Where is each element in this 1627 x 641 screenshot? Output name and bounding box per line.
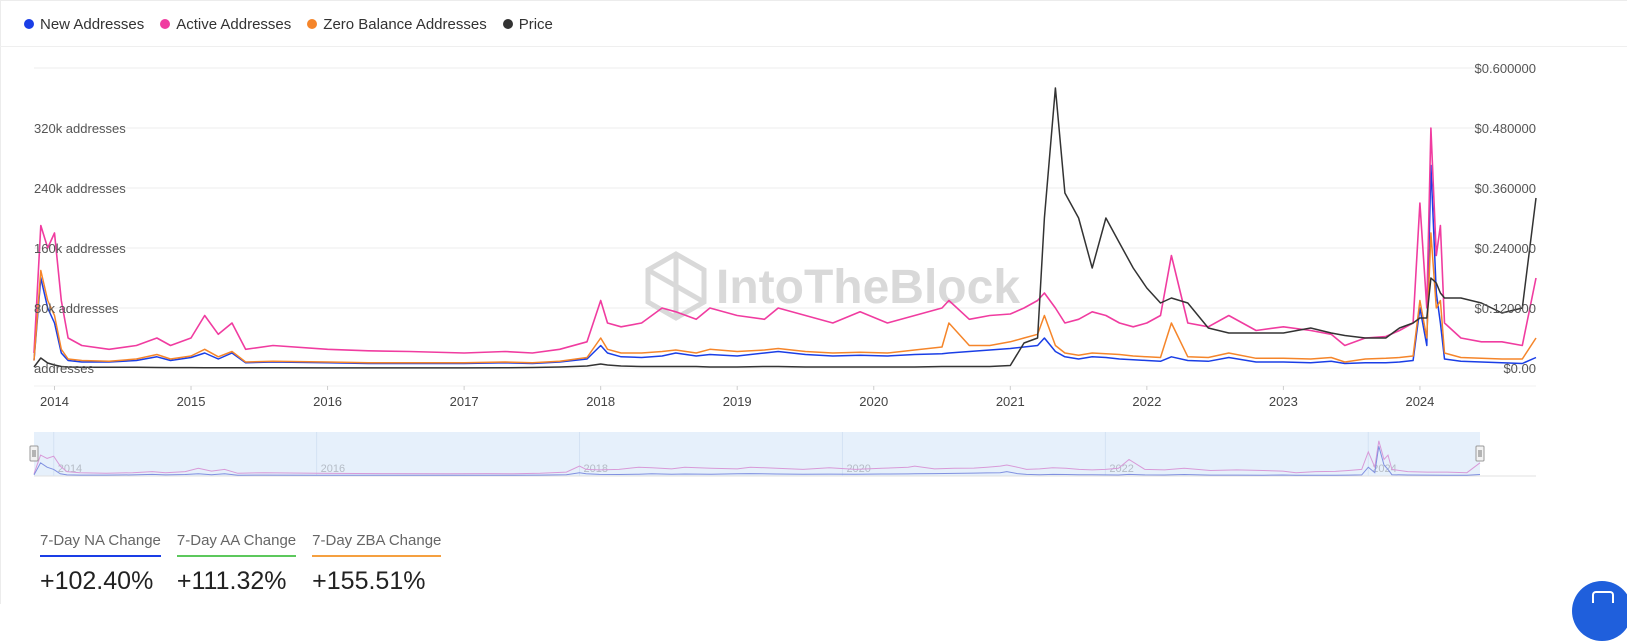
x-tick-label: 2023	[1269, 394, 1298, 409]
series-lines	[33, 87, 1537, 369]
x-axis: 2014 2015 2016 2017 2018 2019 2020 2021 2022 2023…	[34, 385, 1536, 409]
stat-zba-change-label: 7-Day ZBA Change	[312, 532, 442, 557]
y-tick-label-right: $0.240000	[1475, 241, 1536, 256]
y-tick-label-left: 240k addresses	[34, 181, 126, 196]
watermark: IntoTheBlock	[645, 251, 1020, 321]
watermark-text: IntoTheBlock	[716, 261, 1020, 314]
y-tick-label-left: addresses	[34, 361, 94, 376]
y-axis-right: $0.00 $0.120000 $0.240000 $0.360000 $0.48000…	[1475, 61, 1536, 376]
stat-aa-change-label: 7-Day AA Change	[176, 532, 297, 557]
legend-dot-new-addresses	[24, 19, 34, 29]
y-tick-label-right: $0.480000	[1475, 121, 1536, 136]
chat-button[interactable]	[1572, 581, 1627, 641]
legend-item-new-addresses[interactable]: New Addresses	[24, 16, 144, 33]
stats-panel: 7-Day NA Change +102.40% 7-Day AA Change…	[40, 532, 442, 596]
x-tick-label: 2020	[859, 394, 888, 409]
y-axis-left: addresses 80k addresses 160k addresses 240k…	[34, 121, 126, 376]
chat-icon	[1592, 591, 1614, 603]
legend-label-zero-balance-addresses: Zero Balance Addresses	[323, 15, 487, 33]
x-tick-label: 2014	[40, 394, 69, 409]
line-chart: IntoTheBlock addresses 80k addresses 160k …	[29, 61, 1537, 477]
chart-legend: New Addresses Active Addresses Zero Bala…	[24, 14, 553, 34]
range-navigator[interactable]: 2014 2016 2018 2020 2022 2024	[29, 432, 1536, 477]
x-tick-label: 2015	[177, 394, 206, 409]
series-line-price	[33, 87, 1537, 369]
legend-dot-active-addresses	[160, 19, 171, 29]
y-tick-label-left: 320k addresses	[34, 121, 126, 136]
legend-label-active-addresses: Active Addresses	[176, 15, 292, 33]
x-tick-label: 2017	[450, 394, 479, 409]
legend-item-active-addresses[interactable]: Active Addresses	[160, 16, 291, 33]
x-tick-label: 2024	[1405, 394, 1434, 409]
stat-na-change-label: 7-Day NA Change	[40, 532, 161, 557]
legend-divider	[0, 46, 1627, 47]
x-tick-label: 2021	[996, 394, 1025, 409]
series-line-new-addresses	[33, 164, 1537, 365]
chart-frame	[0, 0, 1627, 604]
x-tick-label: 2018	[586, 394, 615, 409]
navigator-tick-label: 2014	[58, 463, 82, 475]
y-tick-label-right: $0.00	[1503, 361, 1536, 376]
stat-na-change: 7-Day NA Change +102.40%	[40, 532, 161, 596]
navigator-series-line	[33, 440, 1481, 475]
navigator-tick-label: 2022	[1109, 463, 1133, 475]
y-tick-label-right: $0.600000	[1475, 61, 1536, 76]
legend-dot-price	[502, 19, 513, 29]
legend-dot-zero-balance-addresses	[307, 19, 318, 29]
x-tick-label: 2019	[723, 394, 752, 409]
y-tick-label-left: 80k addresses	[34, 301, 119, 316]
stat-na-change-value: +102.40%	[40, 567, 154, 595]
stat-aa-change-value: +111.32%	[176, 567, 287, 595]
legend-item-zero-balance-addresses[interactable]: Zero Balance Addresses	[307, 15, 487, 33]
y-tick-label-left: 160k addresses	[34, 241, 126, 256]
stat-aa-change: 7-Day AA Change +111.32%	[176, 532, 297, 596]
navigator-handle-left[interactable]	[29, 445, 39, 462]
stat-zba-change: 7-Day ZBA Change +155.51%	[312, 532, 442, 596]
navigator-selection	[34, 432, 1480, 476]
series-line-active-addresses	[33, 127, 1537, 354]
navigator-tick-label: 2018	[584, 463, 608, 475]
chart-grid	[34, 67, 1536, 369]
navigator-handle-right[interactable]	[1475, 445, 1485, 462]
legend-label-price: Price	[518, 15, 553, 33]
y-tick-label-right: $0.120000	[1475, 301, 1536, 316]
x-tick-label: 2016	[313, 394, 342, 409]
y-tick-label-right: $0.360000	[1475, 181, 1536, 196]
watermark-logo-icon	[645, 251, 707, 321]
navigator-tick-label: 2016	[321, 463, 345, 475]
x-tick-label: 2022	[1132, 394, 1161, 409]
series-line-zero-balance-addresses	[33, 232, 1537, 364]
legend-label-new-addresses: New Addresses	[40, 15, 145, 33]
stat-zba-change-value: +155.51%	[312, 567, 426, 595]
legend-item-price[interactable]: Price	[502, 15, 553, 33]
navigator-series-line	[33, 446, 1481, 476]
